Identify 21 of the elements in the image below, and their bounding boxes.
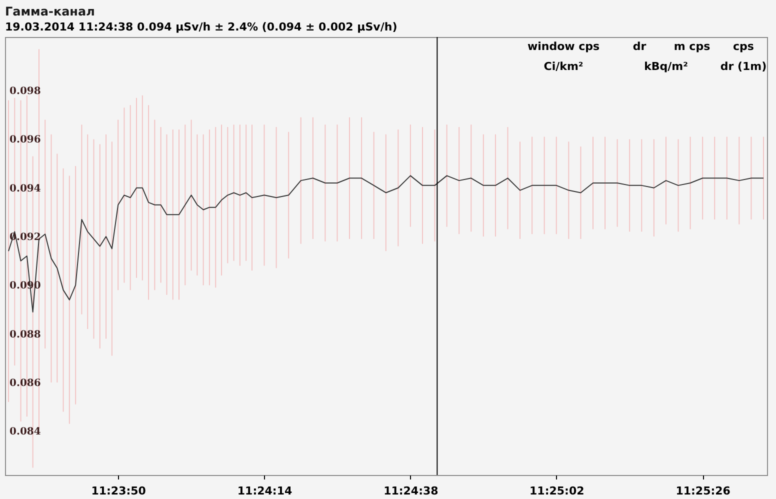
- x-tick-label: 11:25:26: [676, 484, 731, 498]
- annotation: m cps: [674, 40, 711, 53]
- y-tick-label: 0.088: [10, 329, 41, 340]
- chart-title: Гамма-канал: [5, 4, 95, 18]
- y-tick-label: 0.084: [10, 426, 41, 438]
- annotation: cps: [733, 40, 754, 53]
- x-tick-label: 11:24:38: [384, 484, 438, 498]
- annotation: dr (1m): [720, 60, 767, 73]
- annotation: kBq/m²: [644, 60, 688, 73]
- x-tick-label: 11:23:50: [91, 484, 146, 498]
- x-tick-label: 11:25:02: [530, 484, 584, 498]
- y-tick-label: 0.098: [10, 86, 41, 98]
- chart-subtitle: 19.03.2014 11:24:38 0.094 µSv/h ± 2.4% (0.094 ± 0.002 µSv/h): [5, 20, 398, 34]
- x-tick-label: 11:24:14: [237, 484, 292, 498]
- y-tick-label: 0.094: [10, 183, 41, 194]
- y-tick-label: 0.086: [10, 378, 41, 390]
- y-tick-label: 0.096: [10, 134, 41, 146]
- annotation: Ci/km²: [544, 60, 584, 73]
- line-series: [8, 175, 764, 312]
- annotation: window cps: [527, 40, 600, 53]
- annotation: dr: [632, 40, 647, 53]
